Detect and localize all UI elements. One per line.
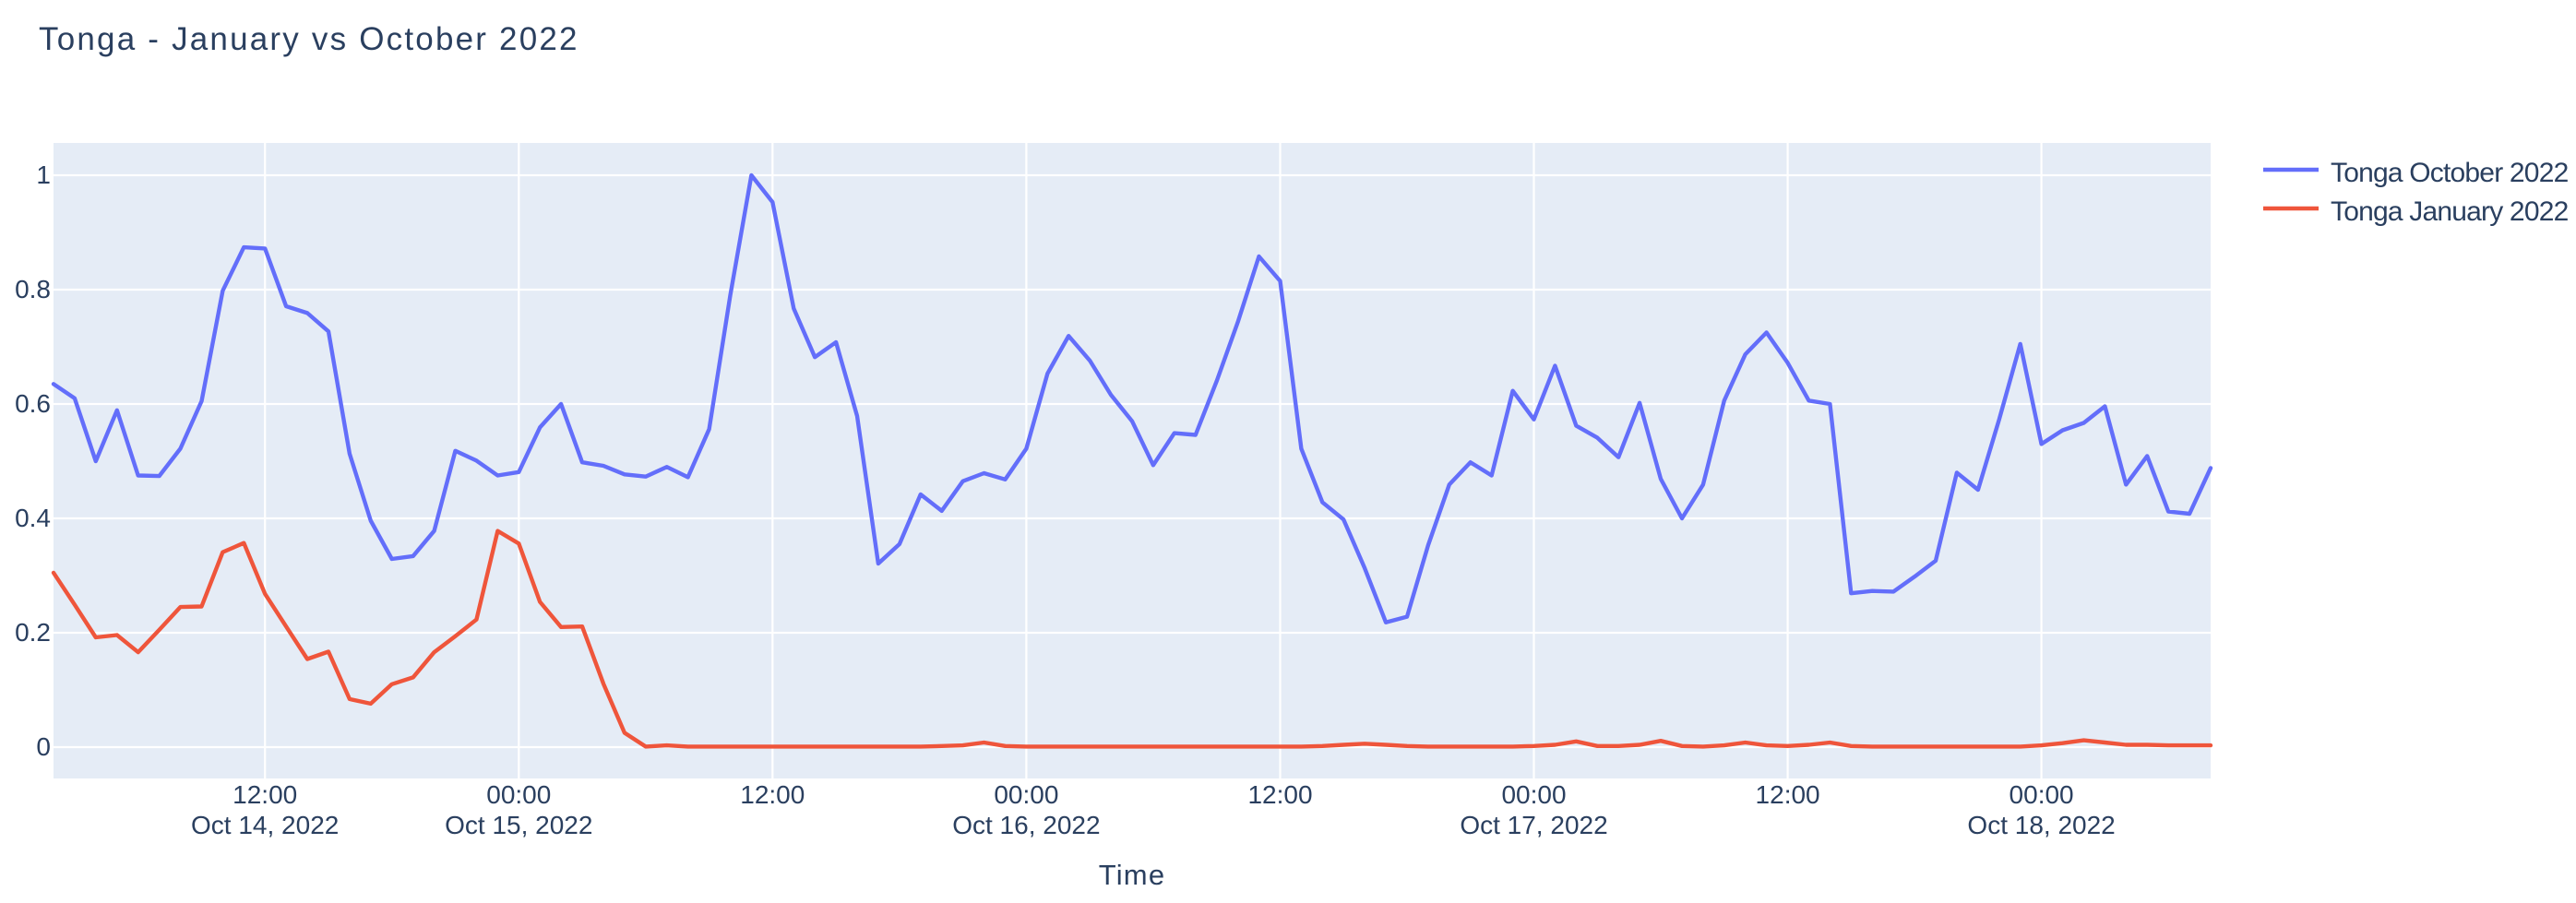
svg-text:12:00: 12:00	[740, 780, 805, 809]
svg-text:0.8: 0.8	[15, 275, 51, 303]
svg-text:Oct 18, 2022: Oct 18, 2022	[1967, 811, 2115, 839]
svg-text:Oct 14, 2022: Oct 14, 2022	[191, 811, 339, 839]
svg-text:00:00: 00:00	[994, 780, 1058, 809]
svg-text:12:00: 12:00	[1247, 780, 1312, 809]
svg-text:0.2: 0.2	[15, 618, 51, 647]
svg-text:Tonga October 2022: Tonga October 2022	[2331, 158, 2569, 188]
svg-text:12:00: 12:00	[233, 780, 297, 809]
svg-text:Time: Time	[1099, 859, 1166, 891]
svg-text:0.4: 0.4	[15, 504, 51, 532]
svg-text:00:00: 00:00	[486, 780, 551, 809]
svg-text:Oct 16, 2022: Oct 16, 2022	[952, 811, 1100, 839]
svg-text:Tonga January 2022: Tonga January 2022	[2331, 196, 2569, 227]
svg-text:Oct 17, 2022: Oct 17, 2022	[1460, 811, 1607, 839]
svg-text:00:00: 00:00	[2010, 780, 2074, 809]
svg-text:1: 1	[36, 160, 51, 189]
svg-text:00:00: 00:00	[1501, 780, 1566, 809]
svg-text:12:00: 12:00	[1756, 780, 1820, 809]
svg-text:0: 0	[36, 732, 51, 761]
svg-text:Tonga - January vs October 202: Tonga - January vs October 2022	[39, 21, 579, 57]
svg-text:0.6: 0.6	[15, 389, 51, 418]
svg-text:Oct 15, 2022: Oct 15, 2022	[445, 811, 592, 839]
